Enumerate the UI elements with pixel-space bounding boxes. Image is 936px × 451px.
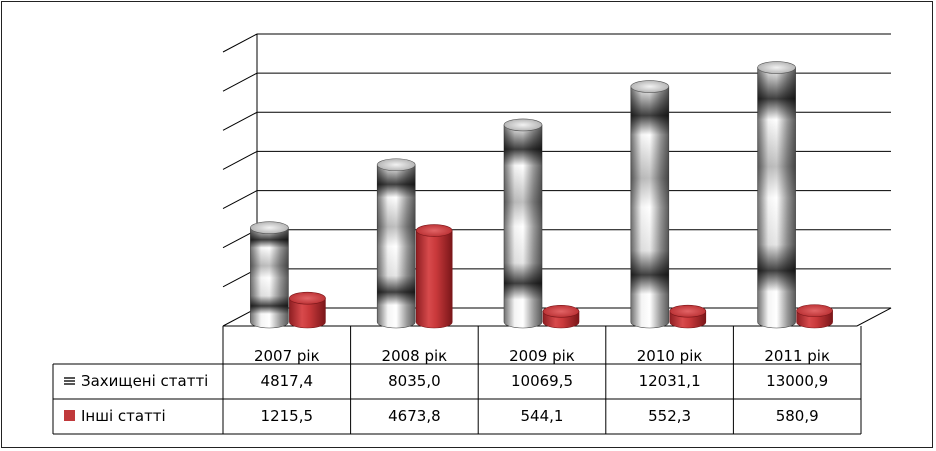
- bar-cap: [757, 61, 796, 74]
- bar-shading: [377, 164, 416, 328]
- data-label: 12031,1: [639, 372, 701, 390]
- bar: [376, 158, 416, 329]
- data-label: 552,3: [648, 407, 691, 425]
- gridline-side: [222, 111, 258, 131]
- data-label: 544,1: [521, 407, 564, 425]
- bar: [630, 80, 670, 329]
- bar-shading: [757, 67, 796, 328]
- x-tick-label: 2010 рік: [637, 347, 703, 365]
- bar-cap: [542, 305, 580, 318]
- bar-cap: [503, 118, 543, 132]
- bar-body-other: [415, 230, 453, 329]
- bar-cap: [669, 304, 707, 318]
- x-tick-label: 2011 рік: [764, 347, 830, 365]
- gridline-side: [222, 33, 258, 53]
- bar-cap: [415, 224, 453, 237]
- legend-label: Захищені статті: [81, 372, 208, 390]
- bar: [250, 221, 289, 329]
- bar: [669, 304, 707, 329]
- bar: [415, 224, 453, 329]
- gridline-side: [222, 72, 258, 92]
- data-label: 580,9: [776, 407, 819, 425]
- bar: [796, 304, 833, 329]
- gridline-side: [222, 190, 258, 210]
- bar: [542, 305, 580, 329]
- bar-shading: [630, 86, 669, 329]
- bar-cap: [796, 304, 833, 317]
- x-tick-label: 2009 рік: [509, 347, 575, 365]
- legend-key-protected: [64, 380, 75, 382]
- bars-layer: [250, 61, 833, 329]
- data-table: 2007 рік 2008 рік 2009 рік 2010 рік 2011 рік…: [52, 326, 862, 435]
- gridline-side: [222, 150, 258, 170]
- legend-key-other: [64, 410, 75, 421]
- bar-shading: [504, 124, 542, 328]
- bar-body-other: [289, 297, 326, 329]
- legend-key-protected: [64, 377, 75, 379]
- bar: [503, 118, 543, 329]
- data-label: 4673,8: [388, 407, 441, 425]
- bar-cap: [289, 291, 326, 305]
- data-label: 13000,9: [766, 372, 828, 390]
- bar-cap: [250, 221, 289, 235]
- bar-cap: [630, 80, 670, 93]
- legend-label: Інші статті: [81, 407, 166, 425]
- data-label: 10069,5: [511, 372, 573, 390]
- data-label: 1215,5: [261, 407, 314, 425]
- bar-cap: [376, 158, 416, 172]
- x-tick-label: 2008 рік: [382, 347, 448, 365]
- bar: [757, 61, 796, 329]
- bar: [289, 291, 326, 329]
- legend-key-protected: [64, 383, 75, 385]
- data-label: 8035,0: [388, 372, 441, 390]
- bar-shading: [250, 227, 289, 328]
- data-label: 4817,4: [261, 372, 314, 390]
- x-tick-label: 2007 рік: [254, 347, 320, 365]
